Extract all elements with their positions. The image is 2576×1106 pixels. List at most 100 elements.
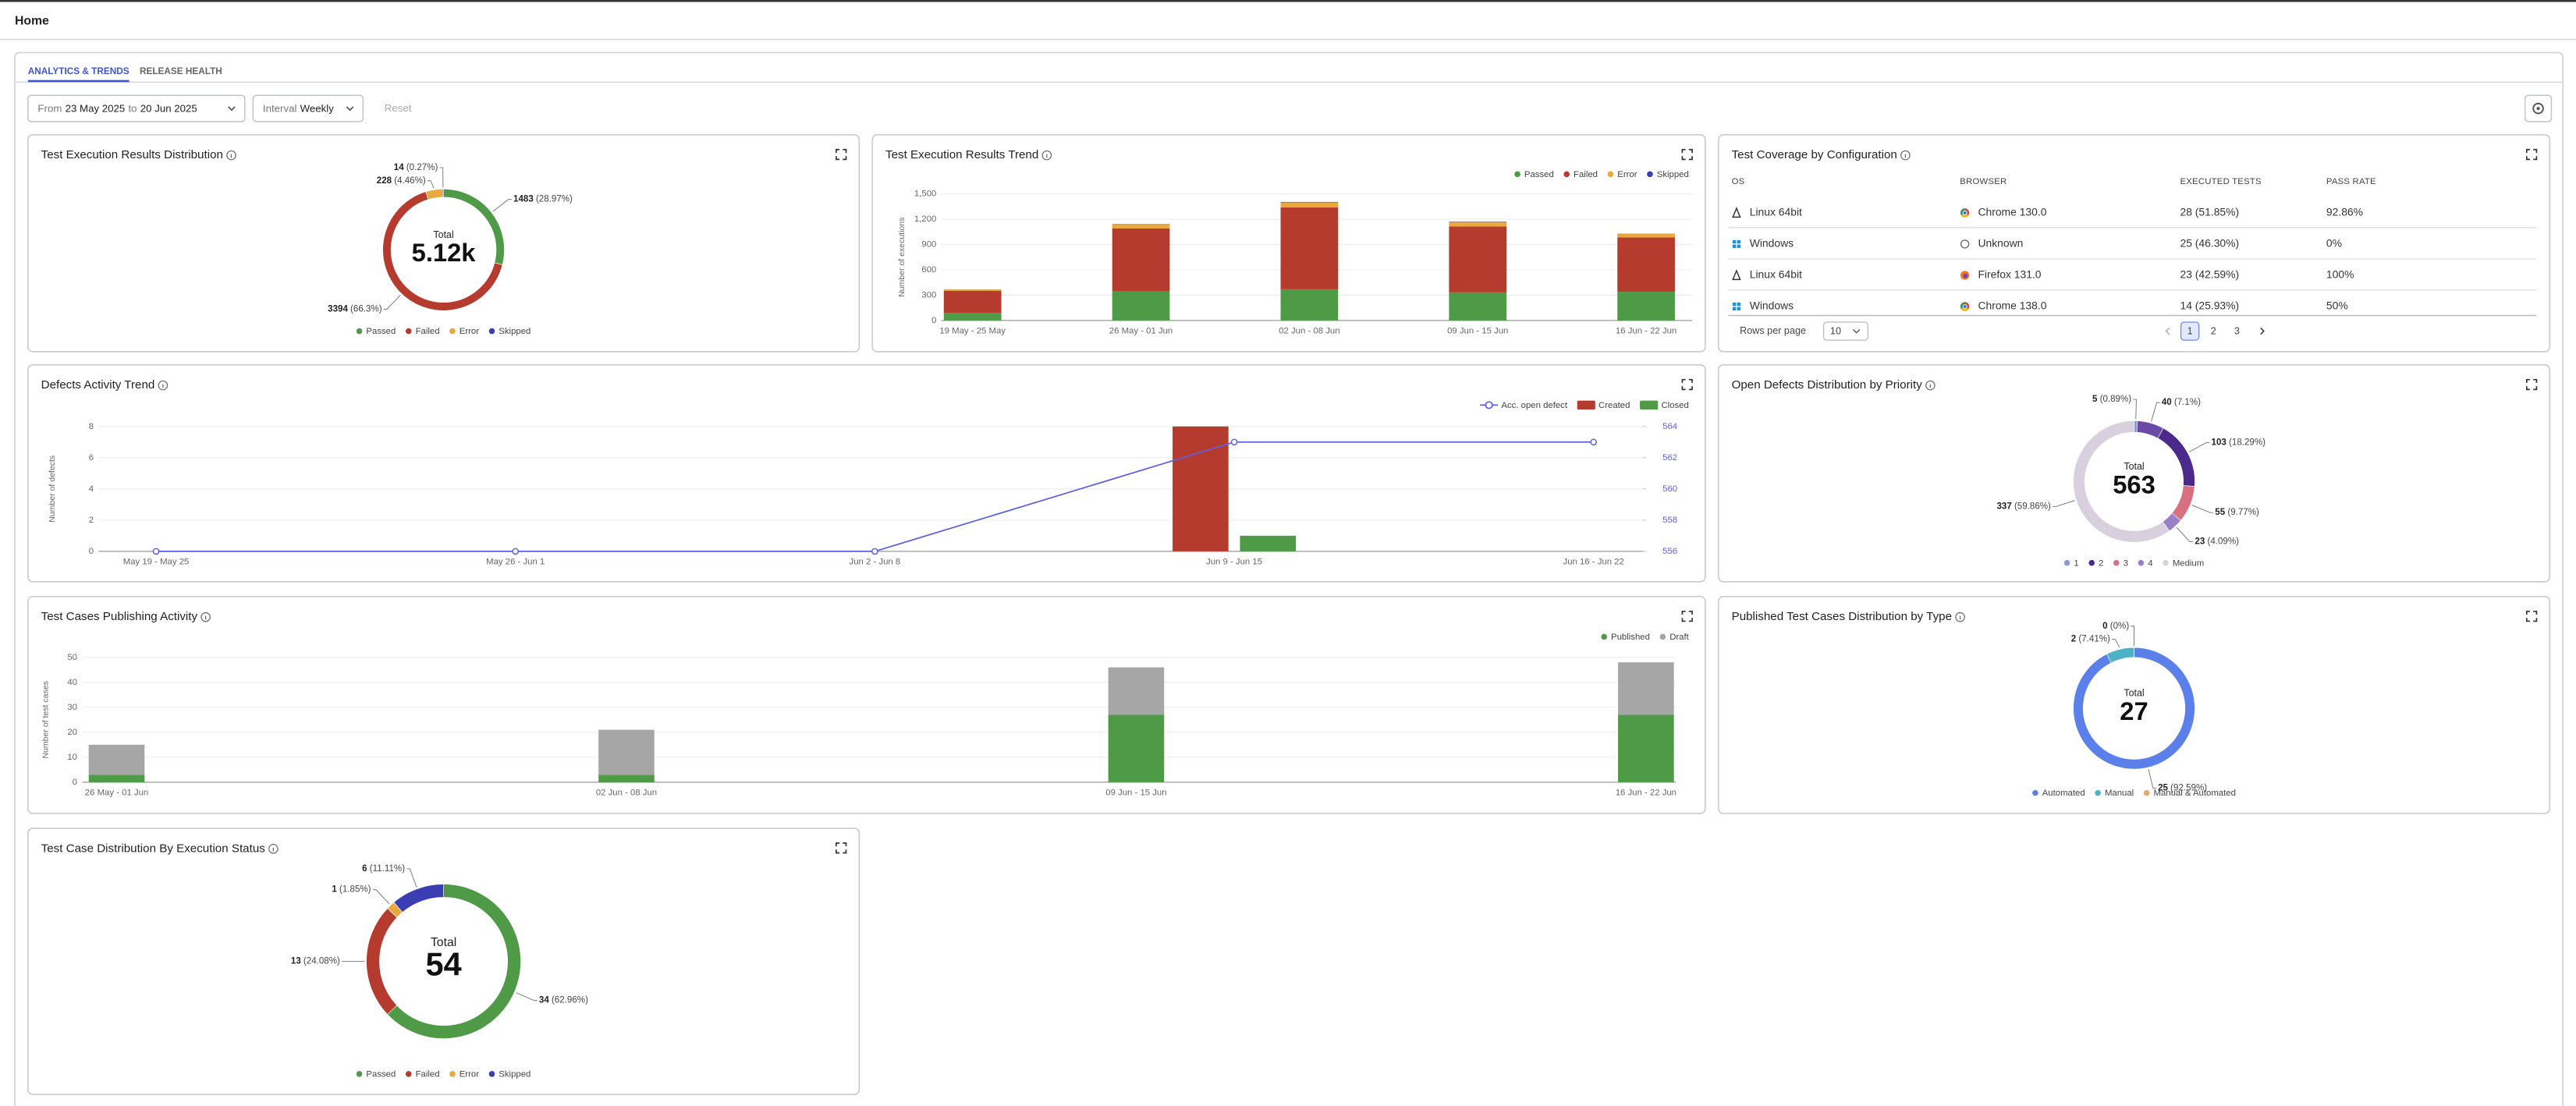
legend-item: Acc. open defect — [1480, 401, 1568, 410]
data-label-percent: (92.59%) — [2170, 784, 2207, 793]
legend-swatch — [405, 1071, 412, 1077]
expand-button[interactable] — [2525, 148, 2538, 161]
data-label-value: 5 — [2092, 395, 2098, 404]
data-label-value: 13 — [291, 957, 301, 966]
widget-card — [27, 595, 1706, 814]
expand-button[interactable] — [1681, 148, 1693, 161]
os-icon — [1737, 307, 1740, 311]
legend-item: Closed — [1640, 400, 1689, 410]
donut-total: 5.12k — [412, 238, 477, 267]
expand-button[interactable] — [836, 842, 847, 854]
legend-item: Published — [1601, 633, 1650, 642]
data-label-value: 25 — [2158, 784, 2168, 793]
y-tick-label: 8 — [89, 422, 94, 431]
donut-center-label: Total — [2124, 461, 2144, 472]
tab[interactable]: RELEASE HEALTH — [140, 66, 222, 76]
widget-title: Test Execution Results Trend — [885, 148, 1038, 161]
y2-tick-label: 558 — [1662, 516, 1677, 525]
legend-item: 3 — [2113, 558, 2128, 568]
legend-label: Error — [459, 1070, 479, 1079]
bar — [1240, 535, 1297, 551]
table-cell: 92.86% — [2326, 206, 2363, 218]
y-tick-label: 300 — [921, 290, 936, 300]
data-label-percent: (24.08%) — [303, 957, 340, 966]
data-label-percent: (1.85%) — [339, 885, 371, 895]
browser-icon — [1960, 239, 1970, 249]
widget-title: Test Cases Publishing Activity — [41, 610, 198, 623]
data-label: 34 (62.96%) — [539, 996, 588, 1005]
legend-item: 4 — [2138, 558, 2153, 568]
table-cell: 50% — [2326, 300, 2348, 312]
next-page[interactable] — [2260, 327, 2265, 335]
line-marker — [152, 548, 160, 555]
expand-button[interactable] — [2525, 378, 2538, 391]
os-icon — [1737, 244, 1740, 248]
legend-swatch — [1514, 171, 1520, 178]
legend-label: Passed — [1524, 170, 1554, 179]
legend-swatch — [1607, 171, 1614, 178]
reset-button[interactable]: Reset — [385, 102, 412, 114]
data-label-value: 3394 — [328, 305, 348, 314]
legend-swatch — [449, 328, 456, 335]
bar-segment — [1449, 222, 1507, 227]
y-tick-label: 1,200 — [914, 214, 936, 224]
page-number[interactable]: 1 — [2187, 326, 2193, 337]
info-icon — [268, 843, 279, 854]
prev-page[interactable] — [2165, 327, 2170, 335]
interval-picker[interactable] — [252, 94, 364, 122]
info-icon — [226, 150, 236, 161]
os-icon — [1732, 239, 1737, 244]
table-cell: Windows — [1750, 300, 1794, 312]
legend-swatch — [2032, 789, 2038, 796]
legend-swatch — [1601, 633, 1607, 640]
data-label: 1 (1.85%) — [332, 885, 371, 895]
column-header: BROWSER — [1960, 177, 2007, 186]
bar-segment — [1449, 226, 1507, 292]
expand-button[interactable] — [836, 148, 847, 161]
table-cell: 14 (25.93%) — [2180, 300, 2239, 312]
legend-label: Manual — [2105, 789, 2134, 798]
expand-button[interactable] — [2525, 610, 2538, 622]
bar-segment — [943, 313, 1002, 321]
legend-item: Draft — [1659, 633, 1690, 642]
dropdown-chevron — [1852, 329, 1861, 334]
x-tick-label: 26 May - 01 Jun — [85, 789, 148, 798]
table-cell: Firefox 131.0 — [1978, 268, 2041, 281]
data-label: 3394 (66.3%) — [328, 305, 382, 314]
table-cell: 25 (46.30%) — [2180, 237, 2239, 250]
widget-title: Test Case Distribution By Execution Stat… — [41, 842, 266, 855]
legend-swatch — [2063, 559, 2070, 566]
date-range-picker[interactable] — [27, 94, 246, 122]
from-date: 23 May 2025 — [66, 102, 126, 114]
line-marker — [1230, 438, 1238, 446]
data-label-percent: (0%) — [2110, 622, 2130, 631]
donut-segment — [442, 188, 444, 198]
expand-button[interactable] — [1681, 378, 1693, 391]
legend-swatch — [1640, 400, 1659, 410]
label-leader — [2133, 399, 2137, 420]
column-header: EXECUTED TESTS — [2180, 177, 2262, 186]
expand-button[interactable] — [1681, 610, 1693, 622]
x-tick-label: 16 Jun - 22 Jun — [1616, 789, 1677, 798]
data-label-percent: (0.27%) — [406, 163, 438, 172]
bar-segment — [943, 291, 1002, 314]
x-tick-label: 16 Jun - 22 Jun — [1616, 327, 1677, 336]
y-tick-label: 4 — [89, 484, 94, 494]
legend-label: Medium — [2173, 558, 2204, 568]
settings-icon — [2532, 102, 2544, 115]
legend-swatch — [356, 1071, 363, 1077]
legend-item: 2 — [2088, 558, 2103, 568]
rows-per-page-select[interactable] — [1822, 321, 1869, 341]
x-tick-label: 09 Jun - 15 Jun — [1447, 327, 1508, 336]
os-icon — [1737, 239, 1740, 244]
table-cell: 0% — [2326, 237, 2342, 250]
bar-segment — [1280, 201, 1339, 203]
legend-swatch — [2113, 559, 2120, 566]
legend-label: 4 — [2148, 558, 2152, 568]
page-number[interactable]: 3 — [2234, 326, 2240, 337]
label-leader — [2188, 441, 2210, 452]
table-cell: Chrome 138.0 — [1978, 300, 2046, 312]
tab[interactable]: ANALYTICS & TRENDS — [28, 66, 130, 76]
page-number[interactable]: 2 — [2211, 326, 2216, 337]
line-marker — [512, 548, 520, 555]
